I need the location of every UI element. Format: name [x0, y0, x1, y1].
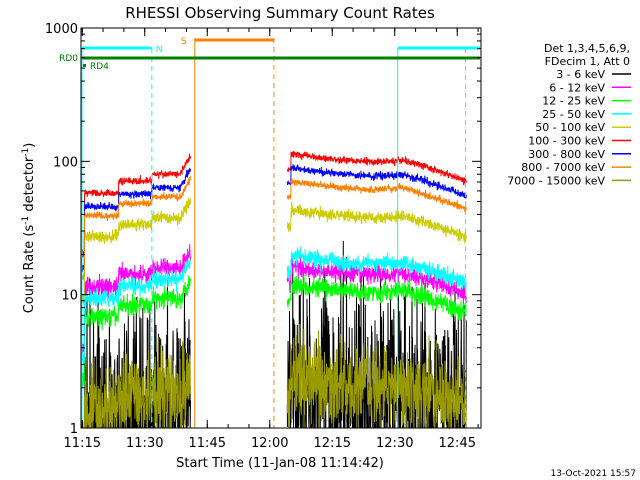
legend-header-1: Det 1,3,4,5,6,9, — [544, 42, 630, 55]
rd4-marker — [83, 64, 86, 67]
y-label-prefix: Count Rate (s — [22, 225, 37, 314]
ticks-layer: 11:15 11:30 11:45 12:00 12:15 12:30 12:45 1 10 10… — [45, 22, 481, 451]
x-tick-label-4: 12:15 — [314, 436, 351, 451]
y-tick-label-3: 1000 — [45, 22, 78, 37]
y-label-mid: detector — [22, 156, 37, 216]
series-6 — [80, 164, 467, 272]
legend-label-2: 12 - 25 keV — [542, 95, 605, 108]
night-flag-label: N — [156, 45, 163, 55]
y-label-sup1: -1 — [21, 216, 31, 225]
y-axis-label: Count Rate (s-1 detector-1) — [21, 143, 37, 314]
flags-layer: N S RD0 RD4 — [59, 37, 480, 72]
y-tick-label-1: 10 — [61, 289, 78, 304]
rd4-label: RD4 — [90, 62, 109, 72]
series-4 — [80, 197, 467, 304]
legend: Det 1,3,4,5,6,9, FDecim 1, Att 0 3 - 6 k… — [507, 42, 631, 187]
legend-label-0: 3 - 6 keV — [556, 68, 605, 81]
x-axis-label: Start Time (11-Jan-08 11:14:42) — [176, 456, 384, 471]
y-label-suffix: ) — [22, 143, 37, 148]
plot-frame — [80, 27, 482, 429]
legend-label-8: 7000 - 15000 keV — [507, 174, 605, 187]
series-8 — [81, 323, 467, 429]
x-tick-label-3: 12:00 — [251, 436, 288, 451]
legend-label-6: 300 - 800 keV — [528, 148, 605, 161]
x-tick-label-0: 11:15 — [64, 436, 101, 451]
rd0-label: RD0 — [59, 54, 78, 64]
legend-header-2: FDecim 1, Att 0 — [545, 55, 630, 68]
y-label-sup2: -1 — [21, 148, 31, 157]
series-layer — [80, 150, 467, 430]
y-tick-label-0: 1 — [70, 422, 78, 437]
x-tick-label-5: 12:30 — [376, 436, 413, 451]
series-2 — [80, 274, 467, 388]
chart-title: RHESSI Observing Summary Count Rates — [125, 4, 435, 22]
legend-label-7: 800 - 7000 keV — [521, 161, 605, 174]
x-tick-label-1: 11:30 — [126, 436, 163, 451]
series-7 — [80, 176, 467, 280]
legend-label-5: 100 - 300 keV — [528, 135, 605, 148]
legend-label-4: 50 - 100 keV — [535, 121, 605, 134]
saa-flag-label: S — [181, 37, 187, 47]
y-tick-label-2: 100 — [53, 155, 78, 170]
x-tick-label-2: 11:45 — [189, 436, 226, 451]
series-5 — [80, 150, 467, 258]
legend-label-1: 6 - 12 keV — [549, 81, 605, 94]
x-tick-label-6: 12:45 — [439, 436, 476, 451]
series-3 — [80, 246, 467, 365]
footer-timestamp: 13-Oct-2021 15:57 — [551, 469, 636, 479]
legend-label-3: 25 - 50 keV — [542, 108, 605, 121]
